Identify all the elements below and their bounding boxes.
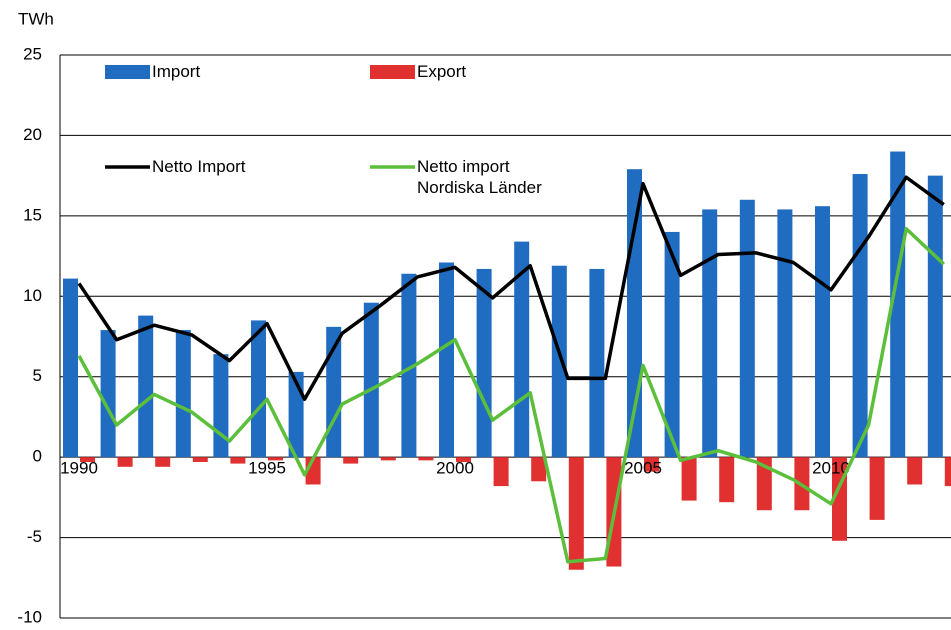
bar: [230, 457, 246, 464]
y-tick-label: 10: [23, 286, 42, 305]
x-tick-label: 1995: [248, 459, 286, 478]
y-tick-label: -5: [27, 527, 42, 546]
x-tick-label: 2005: [624, 459, 662, 478]
y-tick-label: 0: [33, 447, 42, 466]
bar: [681, 457, 697, 501]
bar: [343, 457, 359, 464]
legend-label: Export: [417, 62, 467, 81]
bar: [439, 262, 454, 458]
bar: [401, 273, 417, 458]
bar: [268, 457, 283, 461]
line: [77, 226, 945, 564]
bar: [418, 457, 434, 461]
y-tick-label: 20: [23, 125, 42, 144]
bar: [719, 457, 735, 503]
bar: [869, 457, 885, 520]
bar: [739, 199, 755, 458]
bar: [944, 457, 951, 487]
bar: [531, 457, 547, 482]
y-tick-label: 15: [23, 205, 42, 224]
bar: [702, 209, 718, 458]
line: [77, 175, 945, 401]
y-tick-label: -10: [17, 607, 42, 626]
y-axis-label: TWh: [18, 9, 54, 28]
bar: [927, 175, 943, 458]
y-tick-label: 5: [33, 366, 42, 385]
bar: [852, 174, 868, 458]
bar: [815, 206, 830, 458]
bar: [100, 330, 116, 458]
bar: [551, 265, 567, 458]
bar: [756, 457, 772, 511]
x-tick-label: 1990: [60, 459, 98, 478]
bar: [80, 457, 95, 462]
bar: [664, 231, 680, 458]
x-tick-label: 2010: [812, 459, 850, 478]
bar: [777, 209, 793, 458]
bar: [117, 457, 133, 467]
legend-label: Netto import Nordiska Länder: [417, 157, 542, 197]
x-tick-label: 2000: [436, 459, 474, 478]
bar: [363, 302, 379, 458]
bar: [155, 457, 171, 467]
y-tick-label: 25: [23, 44, 42, 63]
bar: [213, 354, 229, 458]
bar: [380, 457, 396, 461]
bar: [251, 320, 266, 458]
bar: [456, 457, 471, 462]
legend-swatch: [370, 65, 415, 79]
bar: [907, 457, 923, 485]
legend-swatch: [105, 65, 150, 79]
bar: [175, 330, 191, 458]
bar: [192, 457, 208, 462]
bar: [890, 151, 906, 458]
bar: [138, 315, 154, 458]
bar: [63, 278, 78, 458]
bar: [493, 457, 509, 487]
legend-label: Netto Import: [152, 157, 246, 176]
legend-label: Import: [152, 62, 201, 81]
bar: [589, 268, 605, 458]
bar: [568, 457, 584, 570]
bar: [644, 457, 659, 472]
